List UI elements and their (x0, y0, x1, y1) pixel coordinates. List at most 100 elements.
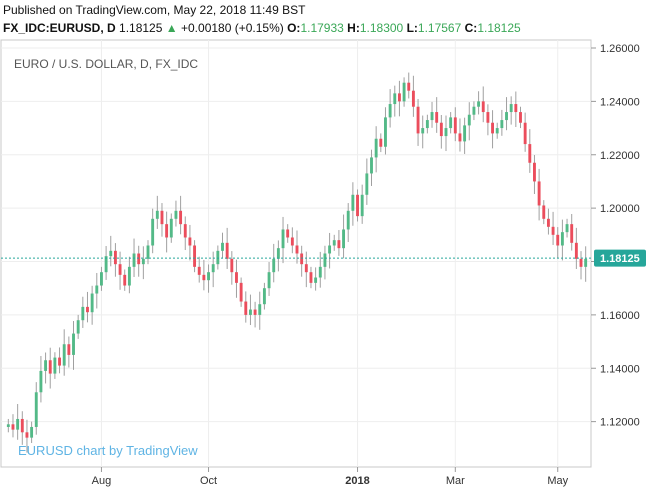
close-label: C: (464, 21, 478, 35)
low-value: 1.17567 (417, 21, 462, 35)
candle-body (351, 194, 355, 211)
candle-body (81, 306, 85, 321)
candle-body (67, 344, 71, 355)
candle-body (123, 274, 127, 286)
candle-body (141, 258, 145, 265)
candle-body (384, 117, 387, 147)
y-tick-label: 1.12000 (600, 417, 640, 429)
candle-body (16, 418, 20, 430)
candle-body (453, 117, 457, 134)
candle-body (276, 248, 280, 259)
candle-body (221, 242, 224, 251)
candle-body (202, 274, 206, 281)
candle-body (188, 237, 192, 246)
candle-body (76, 320, 80, 334)
candle-body (323, 253, 327, 267)
candle-body (495, 128, 499, 134)
candle-body (416, 106, 420, 134)
candle-body (304, 264, 308, 273)
candle-body (402, 82, 406, 102)
candle-body (193, 245, 197, 267)
candle-body (360, 194, 364, 217)
last-price-badge-label: 1.18125 (600, 253, 640, 265)
candle-body (262, 288, 266, 305)
candle-body (458, 133, 462, 142)
candle-body (11, 424, 15, 430)
candle-body (207, 272, 210, 281)
watermark: EURUSD chart by TradingView (18, 443, 198, 458)
candle-body (295, 245, 299, 254)
candle-body (467, 114, 471, 126)
grid (1, 40, 591, 467)
candle-body (300, 253, 304, 265)
candle-body (533, 162, 536, 182)
open-value: 1.17933 (300, 21, 344, 35)
candle-body (179, 210, 183, 225)
candle-body (537, 181, 541, 206)
candle-body (514, 104, 518, 113)
candle-body (397, 93, 401, 102)
candle-body (379, 138, 383, 147)
candle-body (407, 82, 411, 91)
candle-body (393, 93, 397, 105)
x-tick-label: Oct (200, 475, 217, 487)
candle-body (174, 210, 178, 219)
y-axis: 1.260001.240001.220001.200001.180001.160… (591, 43, 640, 429)
candle-body (318, 266, 322, 278)
candle-body (155, 210, 159, 219)
candle-body (253, 309, 257, 315)
candle-body (430, 112, 434, 121)
candle-body (137, 253, 141, 265)
candle-body (20, 418, 24, 433)
candle-body (365, 173, 369, 195)
candle-body (197, 266, 201, 275)
candle-body (48, 360, 52, 374)
open-label: O: (287, 21, 301, 35)
close-value: 1.18125 (477, 21, 521, 35)
candle-body (235, 272, 238, 283)
candle-body (439, 122, 443, 137)
last-price-badge (594, 249, 646, 267)
candle-body (160, 210, 164, 225)
candle-body (337, 240, 341, 249)
candle-body (272, 258, 276, 273)
candle-body (104, 256, 108, 273)
candle-body (30, 426, 34, 438)
high-value: 1.18300 (359, 21, 404, 35)
candles (6, 72, 588, 453)
candle-body (109, 250, 113, 257)
candle-body (370, 157, 373, 174)
candle-body (90, 293, 94, 313)
chart-title: EURO / U.S. DOLLAR, D, FX_IDC (14, 57, 198, 71)
price-change: +0.00180 (+0.15%) (181, 21, 284, 35)
candle-body (118, 264, 122, 275)
triangle-up-icon: ▲ (165, 21, 178, 35)
candle-body (244, 301, 248, 315)
candle-body (421, 128, 425, 134)
candle-body (165, 224, 169, 238)
candle-body (560, 232, 564, 246)
x-tick-label: Mar (446, 475, 465, 487)
candle-body (332, 240, 336, 246)
candle-body (500, 120, 504, 129)
candle-body (169, 218, 173, 238)
candle-body (267, 272, 271, 289)
candle-body (444, 128, 448, 137)
candle-body (551, 226, 555, 235)
candle-body (491, 122, 494, 134)
candle-body (309, 272, 313, 283)
y-tick-label: 1.20000 (600, 203, 640, 215)
candle-body (570, 224, 574, 243)
candle-body (113, 250, 117, 265)
candle-body (216, 250, 220, 265)
candle-body (449, 117, 453, 129)
candle-body (225, 242, 229, 259)
y-tick-label: 1.26000 (600, 43, 640, 55)
candle-body (258, 304, 262, 315)
candle-body (565, 224, 569, 233)
candle-body (472, 106, 476, 115)
x-tick-label: 2018 (345, 475, 369, 487)
y-tick-label: 1.16000 (600, 310, 640, 322)
candle-body (546, 218, 550, 227)
